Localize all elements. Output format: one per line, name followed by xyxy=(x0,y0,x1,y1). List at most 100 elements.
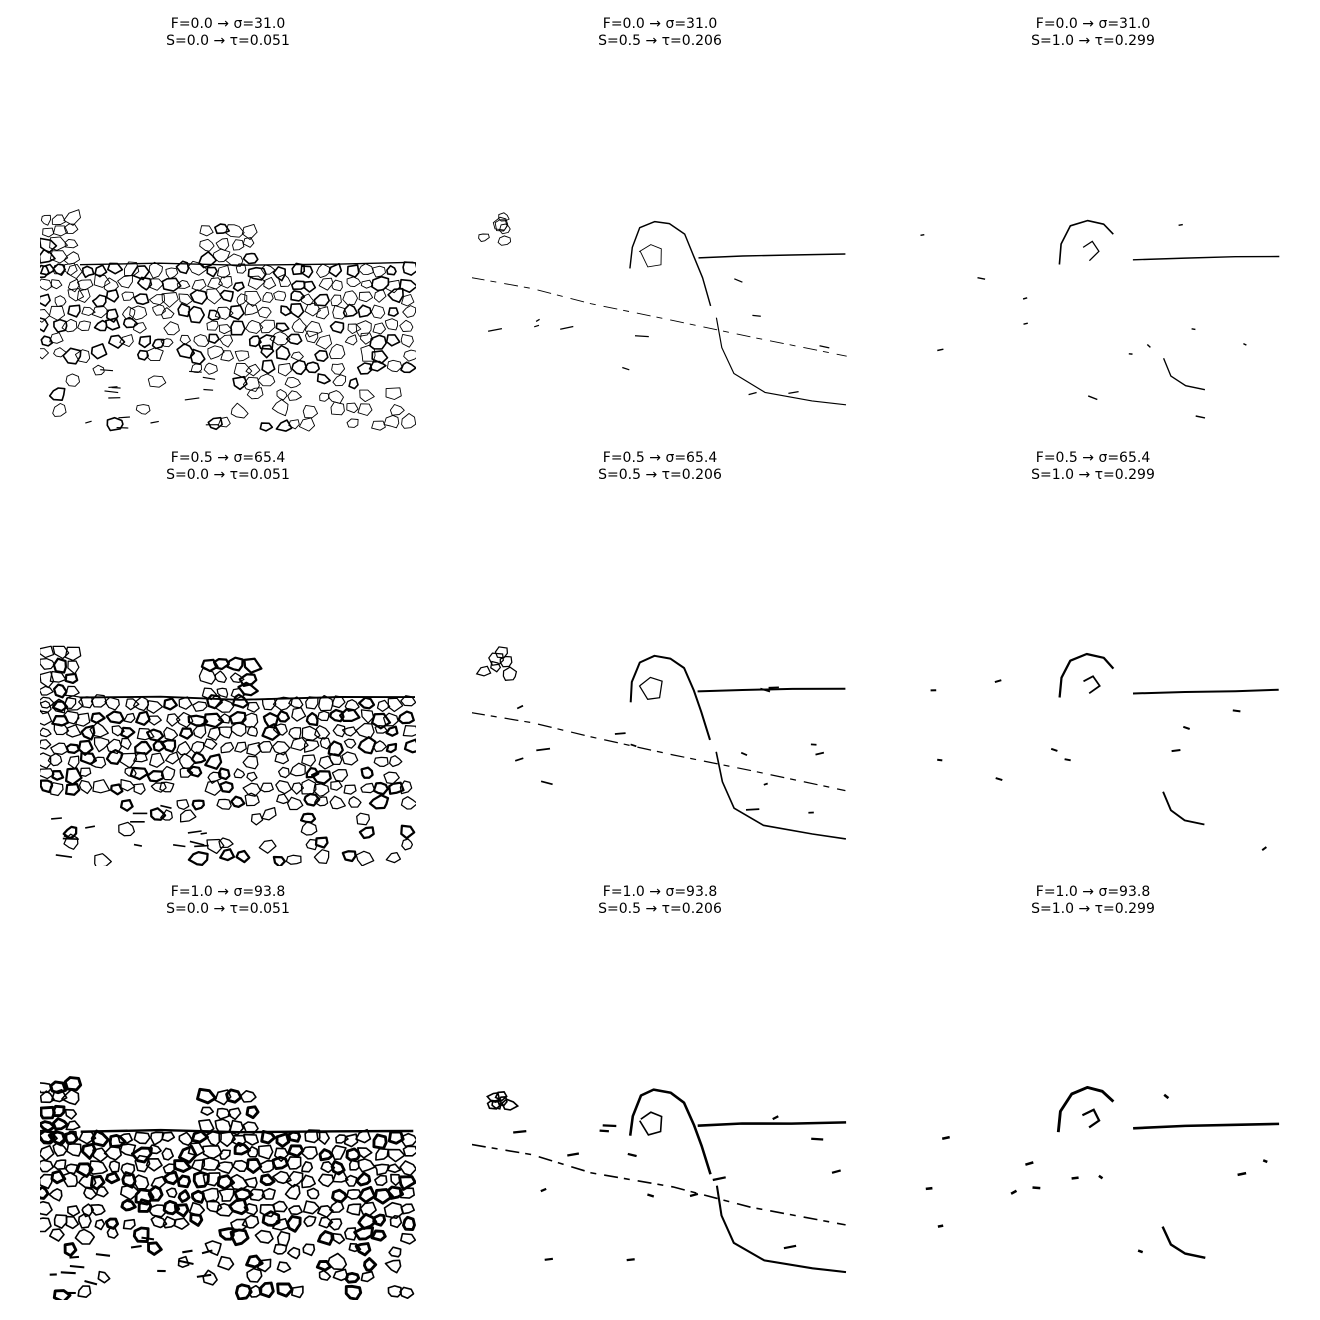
edge-contour xyxy=(276,1261,292,1273)
edge-contour xyxy=(399,1187,415,1199)
edge-contour xyxy=(40,249,56,264)
edge-contour xyxy=(179,809,197,823)
edge-contour xyxy=(230,721,247,737)
edge-contour xyxy=(189,840,205,846)
edge-contour xyxy=(146,769,165,783)
edge-contour xyxy=(177,1259,194,1266)
edge-contour xyxy=(783,1244,797,1250)
edge-contour xyxy=(386,1163,402,1174)
edge-contour xyxy=(77,1285,92,1298)
edge-contour xyxy=(313,293,331,307)
edge-contour xyxy=(228,1198,249,1216)
edge-contour xyxy=(355,850,375,866)
edge-contour xyxy=(225,224,245,238)
edge-contour xyxy=(104,317,121,331)
edge-contour xyxy=(93,274,111,288)
edge-contour xyxy=(198,667,217,685)
edge-contour xyxy=(1071,1176,1079,1180)
edge-contour xyxy=(356,812,371,826)
edge-contour xyxy=(173,1159,192,1173)
edge-contour xyxy=(1083,675,1101,695)
edge-contour xyxy=(202,376,216,380)
edge-contour xyxy=(400,333,414,348)
edge-contour xyxy=(198,251,218,269)
edge-contour xyxy=(360,344,376,362)
edge-contour xyxy=(262,291,274,303)
edge-contour xyxy=(182,1249,193,1254)
edge-contour xyxy=(291,707,307,722)
edge-contour xyxy=(499,655,513,668)
edge-contour xyxy=(1010,1189,1018,1195)
edge-contour xyxy=(302,404,319,419)
edge-contour xyxy=(359,389,375,403)
edge-contour xyxy=(40,309,51,323)
edge-contour xyxy=(119,334,134,348)
edge-contour xyxy=(67,304,81,318)
edge-contour xyxy=(186,765,203,778)
edge-contour xyxy=(203,388,214,391)
edge-contour xyxy=(177,1144,198,1164)
edge-contour xyxy=(1237,1171,1247,1177)
edge-contour xyxy=(273,290,287,302)
edge-contour xyxy=(1133,1122,1280,1130)
edge-contour xyxy=(715,1185,847,1274)
edge-contour xyxy=(74,1228,95,1245)
edge-contour xyxy=(48,1188,63,1202)
edge-contour xyxy=(399,319,414,332)
edge-contour xyxy=(193,334,210,348)
edge-contour xyxy=(371,350,389,365)
edge-contour xyxy=(187,714,209,727)
panel-title-line-2: S=0.5 → τ=0.206 xyxy=(598,901,722,917)
edge-map-image xyxy=(905,642,1281,866)
edge-contour xyxy=(285,333,303,346)
edge-contour xyxy=(163,321,180,336)
edge-contour xyxy=(257,306,272,319)
edge-contour xyxy=(118,821,136,837)
edge-contour xyxy=(355,320,372,337)
edge-contour xyxy=(290,290,306,302)
edge-contour xyxy=(357,736,377,755)
edge-contour xyxy=(51,700,69,713)
edge-contour xyxy=(236,293,248,306)
edge-contour xyxy=(319,392,330,402)
edge-contour xyxy=(1195,415,1206,419)
edge-contour xyxy=(277,362,292,377)
edge-contour xyxy=(189,1212,204,1227)
edge-contour xyxy=(1191,328,1196,331)
edge-contour xyxy=(80,1128,414,1134)
edge-contour xyxy=(602,1124,617,1128)
edge-contour xyxy=(385,279,401,294)
edge-contour xyxy=(1032,1186,1041,1190)
edge-contour xyxy=(120,1162,136,1177)
edge-contour xyxy=(315,306,330,320)
edge-contour xyxy=(317,1230,334,1246)
edge-contour xyxy=(176,342,196,359)
edge-contour xyxy=(317,1173,335,1188)
edge-contour xyxy=(83,1187,98,1200)
edge-contour xyxy=(374,1174,388,1187)
edge-contour xyxy=(1064,758,1071,762)
edge-contour xyxy=(176,740,192,756)
edge-contour xyxy=(260,1129,277,1145)
edge-contour xyxy=(499,223,511,235)
edge-contour xyxy=(277,766,290,779)
edge-contour xyxy=(121,291,135,301)
edge-contour xyxy=(304,320,323,338)
edge-contour xyxy=(129,305,148,321)
edge-contour xyxy=(243,1133,259,1146)
edge-contour xyxy=(52,1104,66,1118)
edge-contour xyxy=(162,1170,180,1186)
edge-contour xyxy=(368,793,390,810)
edge-contour xyxy=(261,806,277,821)
edge-contour xyxy=(331,279,343,292)
edge-contour xyxy=(498,212,510,222)
edge-contour xyxy=(85,825,96,829)
edge-contour xyxy=(502,666,518,681)
edge-contour xyxy=(995,777,1003,782)
edge-contour xyxy=(65,743,81,755)
edge-contour xyxy=(260,264,276,275)
edge-contour xyxy=(318,694,334,712)
edge-contour xyxy=(287,1246,301,1260)
edge-contour xyxy=(230,795,246,809)
edge-contour xyxy=(196,1273,212,1278)
